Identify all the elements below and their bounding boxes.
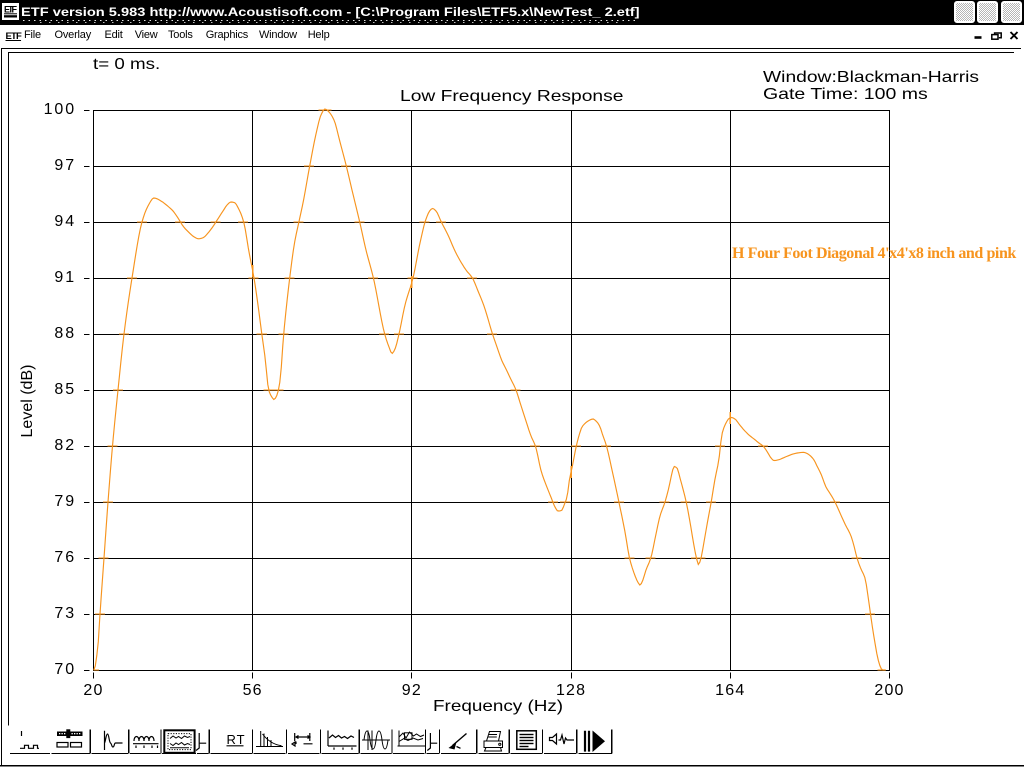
svg-text:RT: RT	[227, 732, 246, 747]
svg-text:ETF: ETF	[4, 5, 18, 15]
